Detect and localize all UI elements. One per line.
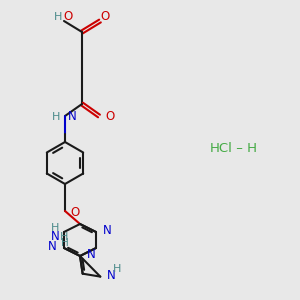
Text: H: H <box>113 264 122 274</box>
Text: O: O <box>70 206 79 220</box>
Text: O: O <box>105 110 114 124</box>
Text: H: H <box>51 223 59 233</box>
Text: O: O <box>100 11 109 23</box>
Text: N: N <box>103 224 112 238</box>
Text: H: H <box>54 12 62 22</box>
Text: N: N <box>107 269 116 282</box>
Text: H: H <box>61 238 69 248</box>
Text: N: N <box>68 110 77 124</box>
Text: N: N <box>48 241 57 254</box>
Text: O: O <box>63 11 73 23</box>
Text: HCl: HCl <box>210 142 233 154</box>
Text: H: H <box>52 112 60 122</box>
Text: H: H <box>60 232 68 242</box>
Text: N: N <box>51 230 59 244</box>
Text: N: N <box>87 248 96 262</box>
Text: – H: – H <box>232 142 257 154</box>
